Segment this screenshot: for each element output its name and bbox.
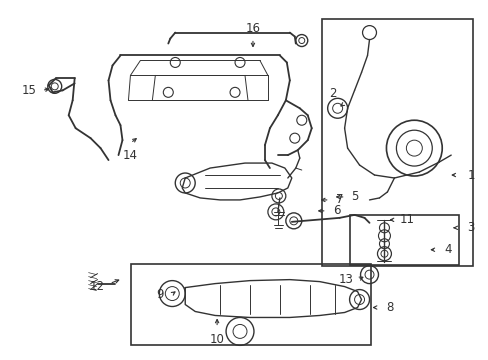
Text: 13: 13 (339, 273, 353, 286)
Bar (349, 215, 458, 265)
Bar (321, 19, 472, 266)
Text: 3: 3 (467, 221, 474, 234)
Text: 8: 8 (385, 301, 392, 314)
Text: 12: 12 (90, 280, 105, 293)
Text: 10: 10 (209, 333, 224, 346)
Bar (131, 264, 370, 345)
Text: 16: 16 (245, 22, 260, 35)
Text: 11: 11 (399, 213, 414, 226)
Text: 14: 14 (122, 149, 138, 162)
Text: 7: 7 (335, 193, 343, 206)
Text: 5: 5 (350, 190, 358, 203)
Text: 15: 15 (21, 84, 36, 97)
Text: 9: 9 (156, 288, 164, 301)
Text: 6: 6 (332, 204, 340, 217)
Text: 4: 4 (444, 243, 451, 256)
Text: 2: 2 (328, 87, 336, 100)
Text: 1: 1 (467, 168, 474, 181)
